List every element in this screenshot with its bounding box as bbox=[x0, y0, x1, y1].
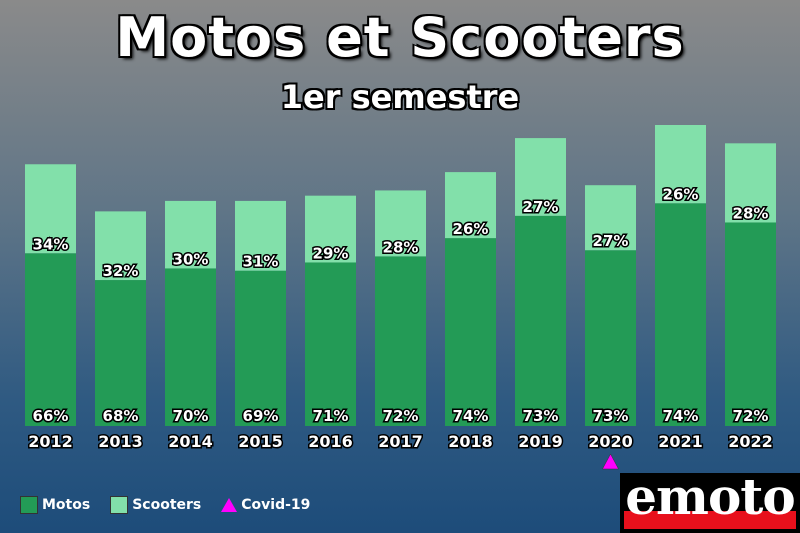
tick-label-2015: 2015 bbox=[238, 432, 283, 451]
bar-scooters-2017 bbox=[375, 190, 426, 257]
bar-motos-2015 bbox=[235, 270, 286, 426]
tick-label-2021: 2021 bbox=[658, 432, 703, 451]
data-label-scooters-2015: 31% bbox=[243, 253, 279, 271]
bar-motos-2017 bbox=[375, 256, 426, 426]
data-label-scooters-2018: 26% bbox=[453, 220, 489, 238]
bar-motos-2019 bbox=[515, 215, 566, 426]
legend-label-covid: Covid-19 bbox=[241, 497, 311, 513]
legend-item-covid: Covid-19 bbox=[221, 497, 310, 513]
data-label-scooters-2019: 27% bbox=[523, 198, 559, 216]
legend-swatch-scooters bbox=[110, 496, 129, 514]
bar-motos-2018 bbox=[445, 238, 496, 426]
data-label-scooters-2013: 32% bbox=[103, 262, 139, 280]
bar-motos-2020 bbox=[585, 250, 636, 426]
data-label-motos-2012: 66% bbox=[33, 407, 69, 425]
data-label-scooters-2020: 27% bbox=[593, 232, 629, 250]
bar-scooters-2014 bbox=[165, 200, 216, 269]
data-label-motos-2016: 71% bbox=[313, 407, 349, 425]
legend-swatch-motos bbox=[20, 496, 38, 514]
data-label-scooters-2022: 28% bbox=[733, 204, 769, 222]
legend-label-motos: Motos bbox=[42, 497, 91, 513]
data-label-scooters-2014: 30% bbox=[173, 250, 209, 268]
bar-scooters-2022 bbox=[725, 143, 776, 223]
data-label-scooters-2012: 34% bbox=[33, 235, 69, 253]
bar-scooters-2019 bbox=[515, 138, 566, 216]
bar-scooters-2012 bbox=[25, 164, 76, 254]
legend-label-scooters: Scooters bbox=[132, 497, 202, 513]
bar-motos-2012 bbox=[25, 253, 76, 426]
data-label-motos-2020: 73% bbox=[593, 407, 629, 425]
bar-motos-2013 bbox=[95, 280, 146, 426]
tick-label-2020: 2020 bbox=[588, 432, 633, 451]
chart-title: Motos et Scooters bbox=[115, 6, 685, 69]
bar-scooters-2021 bbox=[655, 125, 706, 204]
data-label-motos-2021: 74% bbox=[663, 407, 699, 425]
legend: Motos Scooters Covid-19 bbox=[20, 496, 330, 514]
tick-label-2019: 2019 bbox=[518, 432, 563, 451]
data-label-motos-2017: 72% bbox=[383, 407, 419, 425]
data-label-motos-2014: 70% bbox=[173, 407, 209, 425]
tick-label-2014: 2014 bbox=[168, 432, 213, 451]
tick-label-2012: 2012 bbox=[28, 432, 73, 451]
data-label-scooters-2017: 28% bbox=[383, 238, 419, 256]
chart-subtitle: 1er semestre bbox=[280, 78, 520, 116]
covid-triangle-icon bbox=[221, 498, 238, 512]
bar-motos-2016 bbox=[305, 262, 356, 426]
bar-scooters-2015 bbox=[235, 200, 286, 271]
data-label-scooters-2016: 29% bbox=[313, 244, 349, 262]
data-label-motos-2015: 69% bbox=[243, 407, 279, 425]
data-label-motos-2013: 68% bbox=[103, 407, 139, 425]
covid-marker-2020 bbox=[602, 453, 619, 470]
logo-text: emoto bbox=[625, 473, 796, 526]
bar-motos-2021 bbox=[655, 203, 706, 426]
legend-item-scooters: Scooters bbox=[110, 496, 201, 514]
data-label-motos-2022: 72% bbox=[733, 407, 769, 425]
bar-scooters-2018 bbox=[445, 172, 496, 239]
legend-item-motos: Motos bbox=[20, 496, 90, 514]
tick-label-2022: 2022 bbox=[728, 432, 773, 451]
bar-scooters-2020 bbox=[585, 185, 636, 251]
data-label-motos-2018: 74% bbox=[453, 407, 489, 425]
bar-motos-2022 bbox=[725, 222, 776, 426]
tick-label-2017: 2017 bbox=[378, 432, 423, 451]
tick-label-2018: 2018 bbox=[448, 432, 493, 451]
data-label-scooters-2021: 26% bbox=[663, 185, 699, 203]
logo-red-bar bbox=[624, 511, 796, 529]
data-label-motos-2019: 73% bbox=[523, 407, 559, 425]
bar-scooters-2016 bbox=[305, 195, 356, 263]
bar-scooters-2013 bbox=[95, 211, 146, 281]
tick-label-2016: 2016 bbox=[308, 432, 353, 451]
emoto-logo: emoto bbox=[620, 473, 800, 533]
tick-label-2013: 2013 bbox=[98, 432, 143, 451]
bar-motos-2014 bbox=[165, 268, 216, 426]
